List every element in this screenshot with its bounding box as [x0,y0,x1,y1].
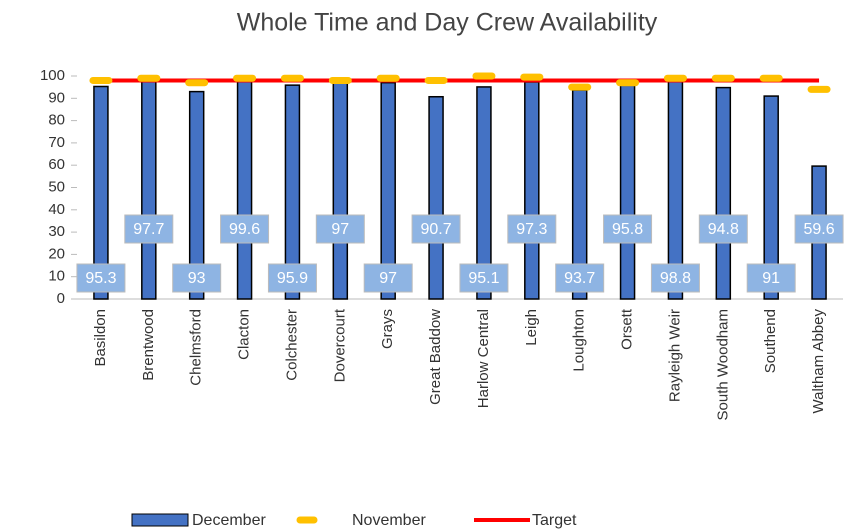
bar [141,80,157,300]
y-tick-label: 80 [48,112,65,129]
legend-label: Target [532,512,577,529]
data-label: 95.1 [468,270,499,287]
data-label-box [411,214,461,244]
data-label: 97.3 [516,221,547,238]
data-label: 95.3 [85,270,116,287]
y-tick-label: 0 [57,290,65,307]
legend-label: November [352,512,426,529]
bar [428,95,444,300]
data-label: 95.8 [612,221,643,238]
bar [715,86,732,300]
x-tick-label: Waltham Abbey [810,309,827,414]
data-label-box [555,263,605,293]
legend-label: December [192,512,266,529]
x-tick-label: Loughton [571,309,588,372]
data-label: 97 [331,221,349,238]
x-tick-label: Rayleigh Weir [666,309,683,402]
bar [236,76,253,300]
data-label-box [603,214,653,244]
x-tick-label: Clacton [236,309,253,360]
data-label-box [698,214,748,244]
bar [93,85,109,300]
data-label-box [459,263,509,293]
data-label: 95.9 [277,270,308,287]
y-tick-label: 10 [48,268,65,285]
data-label: 94.8 [708,221,739,238]
data-label: 90.7 [420,221,451,238]
x-tick-label: Dovercourt [331,308,348,382]
x-tick-label: Chelmsford [188,309,205,386]
data-label: 98.8 [660,270,691,287]
chart-title: Whole Time and Day Crew Availability [237,9,658,37]
x-tick-label: Great Baddow [427,309,444,405]
y-tick-label: 40 [48,201,65,218]
data-label: 99.6 [229,221,260,238]
x-tick-label: Leigh [523,309,540,346]
data-label-box [315,214,365,244]
data-label: 97.7 [133,221,164,238]
data-label: 93 [188,270,206,287]
data-label-box [172,263,222,293]
y-tick-label: 70 [48,134,65,151]
bar [332,81,349,300]
data-label-box [220,214,270,244]
y-tick-label: 90 [48,89,65,106]
bar [524,81,540,300]
data-label-box [746,263,796,293]
bar [763,95,779,300]
data-label-box [76,263,126,293]
x-tick-label: South Woodham [714,309,731,420]
bar [380,81,396,300]
x-tick-label: Grays [379,309,396,349]
y-tick-label: 20 [48,245,65,262]
data-label: 59.6 [803,221,834,238]
x-tick-label: Colchester [283,309,300,381]
legend-swatch [131,513,189,527]
x-tick-label: Basildon [92,309,109,367]
data-label: 93.7 [564,270,595,287]
x-tick-label: Brentwood [140,309,157,381]
data-label-box [124,214,174,244]
x-tick-label: Southend [762,309,779,373]
bar [188,90,205,300]
bar [619,84,636,300]
data-label-box [650,263,700,293]
x-tick-label: Orsett [619,308,636,350]
bar [284,84,301,300]
data-label-box [507,214,557,244]
y-tick-label: 60 [48,156,65,173]
y-tick-label: 100 [40,67,65,84]
data-label: 91 [762,270,780,287]
data-label-box [794,214,844,244]
x-tick-label: Harlow Central [475,309,492,408]
bar [476,86,492,300]
data-label-box [267,263,317,293]
data-label: 97 [379,270,397,287]
data-label-box [363,263,413,293]
y-tick-label: 30 [48,223,65,240]
y-tick-label: 50 [48,178,65,195]
